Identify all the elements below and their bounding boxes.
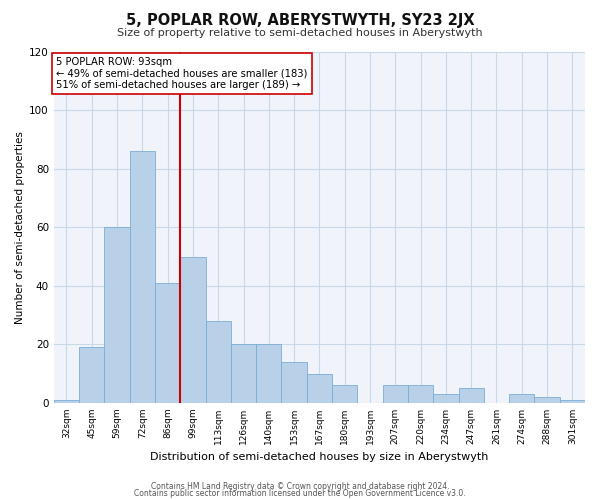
Text: Contains public sector information licensed under the Open Government Licence v3: Contains public sector information licen…	[134, 489, 466, 498]
Bar	[155, 283, 180, 403]
Bar	[560, 400, 585, 403]
Bar	[535, 397, 560, 403]
Bar	[281, 362, 307, 403]
Bar	[79, 348, 104, 403]
Bar	[256, 344, 281, 403]
Bar	[54, 400, 79, 403]
Bar	[231, 344, 256, 403]
Bar	[383, 386, 408, 403]
Bar	[332, 386, 358, 403]
X-axis label: Distribution of semi-detached houses by size in Aberystwyth: Distribution of semi-detached houses by …	[150, 452, 488, 462]
Bar	[433, 394, 458, 403]
Bar	[180, 256, 206, 403]
Bar	[130, 151, 155, 403]
Text: Size of property relative to semi-detached houses in Aberystwyth: Size of property relative to semi-detach…	[117, 28, 483, 38]
Y-axis label: Number of semi-detached properties: Number of semi-detached properties	[15, 131, 25, 324]
Bar	[458, 388, 484, 403]
Text: Contains HM Land Registry data © Crown copyright and database right 2024.: Contains HM Land Registry data © Crown c…	[151, 482, 449, 491]
Text: 5, POPLAR ROW, ABERYSTWYTH, SY23 2JX: 5, POPLAR ROW, ABERYSTWYTH, SY23 2JX	[125, 12, 475, 28]
Bar	[408, 386, 433, 403]
Bar	[104, 227, 130, 403]
Bar	[307, 374, 332, 403]
Bar	[509, 394, 535, 403]
Text: 5 POPLAR ROW: 93sqm
← 49% of semi-detached houses are smaller (183)
51% of semi-: 5 POPLAR ROW: 93sqm ← 49% of semi-detach…	[56, 57, 308, 90]
Bar	[206, 321, 231, 403]
